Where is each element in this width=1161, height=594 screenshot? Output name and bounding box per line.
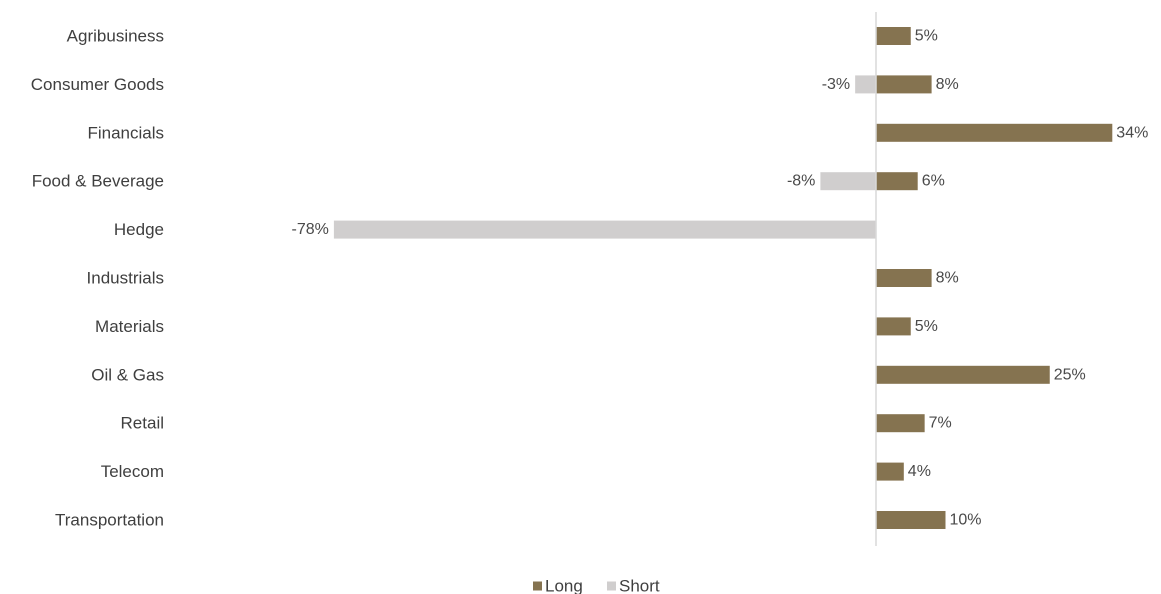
legend-swatch-long xyxy=(533,581,542,591)
value-labels: 5% 8% 34% 6% 8% 5% 25% 7% 4% 10% -3% -8% -78% xyxy=(292,28,1149,529)
bars-layer xyxy=(333,27,1113,529)
category-label-retail: Retail xyxy=(121,414,164,433)
legend-label-short: Short xyxy=(619,577,660,594)
category-label-consumer-goods: Consumer Goods xyxy=(31,75,164,94)
value-label-short-consumer-goods: -3% xyxy=(822,76,850,93)
bar-long-agribusiness xyxy=(876,27,911,45)
bar-long-industrials xyxy=(876,269,932,287)
value-label-long-financials: 34% xyxy=(1116,124,1148,141)
category-label-transportation: Transportation xyxy=(55,511,164,530)
legend: Long Short xyxy=(533,577,660,594)
value-label-long-food-and-beverage: 6% xyxy=(922,173,945,190)
bar-short-food-and-beverage xyxy=(820,172,876,191)
category-label-hedge: Hedge xyxy=(114,220,164,239)
bar-long-financials xyxy=(876,123,1113,142)
value-label-long-telecom: 4% xyxy=(908,463,931,480)
value-label-long-agribusiness: 5% xyxy=(915,28,938,45)
value-label-short-food-and-beverage: -8% xyxy=(787,173,815,190)
category-label-industrials: Industrials xyxy=(87,269,164,288)
category-label-materials: Materials xyxy=(95,317,164,336)
value-label-long-transportation: 10% xyxy=(950,512,982,529)
value-label-long-materials: 5% xyxy=(915,318,938,335)
legend-swatch-short xyxy=(607,581,616,591)
category-label-telecom: Telecom xyxy=(101,462,164,481)
bar-short-consumer-goods xyxy=(855,75,876,94)
bar-long-retail xyxy=(876,414,925,433)
value-label-short-hedge: -78% xyxy=(292,221,329,238)
bar-short-hedge xyxy=(333,220,876,239)
category-label-food-and-beverage: Food & Beverage xyxy=(32,172,164,191)
bar-long-transportation xyxy=(876,511,946,529)
bar-long-materials xyxy=(876,317,911,336)
legend-label-long: Long xyxy=(545,577,583,594)
category-label-financials: Financials xyxy=(87,123,164,142)
bar-long-oil-and-gas xyxy=(876,365,1050,384)
bar-long-food-and-beverage xyxy=(876,172,918,191)
bar-long-consumer-goods xyxy=(876,75,932,94)
value-label-long-oil-and-gas: 25% xyxy=(1054,366,1086,383)
category-label-agribusiness: Agribusiness xyxy=(67,27,164,46)
bar-long-telecom xyxy=(876,462,904,481)
category-labels: Agribusiness Consumer Goods Financials Food… xyxy=(31,27,164,530)
value-label-long-consumer-goods: 8% xyxy=(936,76,959,93)
value-label-long-industrials: 8% xyxy=(936,270,959,287)
category-label-oil-and-gas: Oil & Gas xyxy=(91,365,164,384)
value-label-long-retail: 7% xyxy=(929,415,952,432)
